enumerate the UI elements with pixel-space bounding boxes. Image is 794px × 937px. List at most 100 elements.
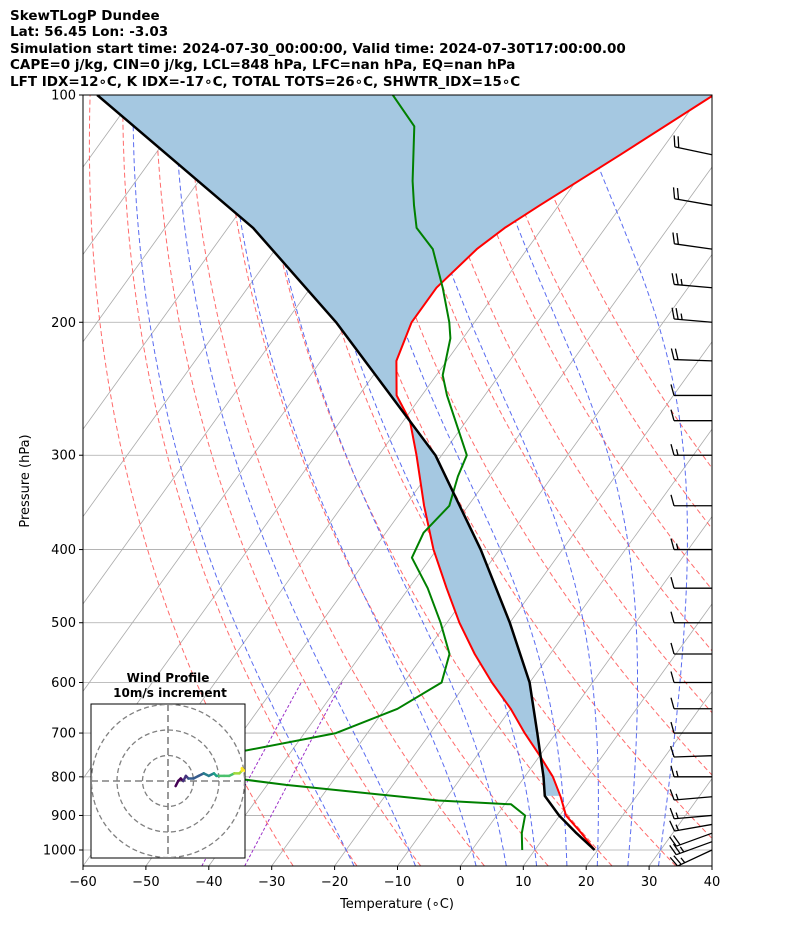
wind-barb (669, 789, 713, 801)
wind-barb (670, 577, 712, 589)
title-line-cape: CAPE=0 j/kg, CIN=0 j/kg, LCL=848 hPa, LF… (10, 57, 516, 74)
hodograph-ring (91, 704, 245, 858)
y-tick-label: 500 (51, 616, 76, 631)
wind-barb (670, 538, 712, 551)
dry-adiabat-line (122, 95, 358, 866)
isotherm-line (711, 865, 712, 866)
y-tick-label: 800 (51, 770, 76, 785)
hodograph-title: Wind Profile (127, 671, 210, 685)
dry-adiabat-line (513, 95, 712, 469)
dry-adiabat-line (88, 95, 294, 866)
hodograph-trace-segment (240, 767, 245, 773)
moist-adiabat-line (174, 110, 416, 866)
x-tick-label: −20 (321, 875, 348, 890)
wind-barb (670, 721, 712, 734)
wind-barb (670, 765, 712, 778)
dry-adiabat-line (317, 95, 712, 840)
x-axis-label: Temperature (∘C) (339, 897, 454, 912)
isotherm-line (460, 515, 712, 866)
wind-barb (671, 273, 713, 289)
cin-shaded-area (97, 95, 712, 796)
hodograph-subtitle: 10m/s increment (113, 686, 227, 700)
wind-barb (669, 841, 713, 856)
isotherm-line (585, 690, 712, 866)
wind-barb (670, 697, 712, 710)
wind-barb (669, 832, 713, 847)
isotherm-line (522, 603, 712, 866)
x-tick-label: 40 (704, 875, 721, 890)
x-tick-label: 10 (515, 875, 532, 890)
dry-adiabat-line (448, 95, 712, 591)
dewpoint-profile-line (171, 95, 527, 851)
isotherm-line (271, 253, 712, 866)
sounding-profiles (96, 95, 712, 851)
isotherm-line (397, 428, 712, 866)
isotherm-line (83, 95, 324, 430)
wind-barb (669, 849, 713, 867)
moist-adiabat-line (476, 110, 638, 866)
dry-adiabat-line (480, 95, 712, 530)
x-tick-label: 30 (641, 875, 658, 890)
wind-barb (670, 444, 712, 456)
dry-adiabat-line (383, 95, 712, 714)
wind-barb (670, 671, 712, 684)
wind-barb (672, 187, 713, 206)
x-tick-label: −30 (258, 875, 285, 890)
isotherm-line (0, 95, 72, 866)
wind-barb (673, 135, 713, 156)
x-tick-label: 0 (456, 875, 464, 890)
wind-barb (670, 642, 712, 655)
wind-barb (672, 232, 713, 250)
wind-barb (669, 820, 713, 832)
parcel-profile-line (96, 95, 596, 851)
moist-adiabat-line (342, 110, 568, 866)
mixing-ratio-line (244, 682, 343, 866)
moist-adiabat-line (576, 110, 688, 866)
wind-barb (669, 807, 713, 820)
title-line-indices: LFT IDX=12∘C, K IDX=-17∘C, TOTAL TOTS=26… (10, 73, 521, 90)
isotherm-line (334, 341, 712, 866)
y-tick-label: 900 (51, 809, 76, 824)
dry-adiabat-line (252, 95, 613, 866)
y-tick-label: 700 (51, 727, 76, 742)
y-tick-label: 100 (51, 89, 76, 104)
y-tick-label: 600 (51, 676, 76, 691)
x-tick-label: −10 (384, 875, 411, 890)
y-tick-label: 300 (51, 449, 76, 464)
wind-barb (671, 307, 713, 323)
dry-adiabat-line (350, 95, 712, 776)
moist-adiabat-line (132, 110, 355, 866)
temperature-profile-line (395, 95, 712, 851)
y-axis-label: Pressure (hPa) (18, 434, 33, 527)
moist-adiabat-line (296, 110, 538, 866)
x-tick-label: −40 (195, 875, 222, 890)
x-tick-label: 20 (578, 875, 595, 890)
x-tick-label: −60 (69, 875, 96, 890)
wind-barb (670, 494, 712, 507)
isotherm-line (83, 95, 199, 256)
wind-barb (670, 348, 713, 362)
x-tick-label: −50 (132, 875, 159, 890)
y-tick-label: 400 (51, 543, 76, 558)
wind-barb (670, 384, 712, 397)
chart-header: SkewTLogP Dundee Lat: 56.45 Lon: -3.03 S… (10, 8, 626, 90)
title-line-times: Simulation start time: 2024-07-30_00:00:… (10, 40, 626, 57)
y-tick-label: 200 (51, 316, 76, 331)
wind-barb (670, 409, 712, 422)
isotherm-line (208, 166, 712, 866)
y-tick-label: 1000 (43, 844, 76, 859)
moist-adiabat-line (401, 110, 599, 866)
moist-adiabat-line (226, 110, 477, 866)
isotherm-line (648, 777, 712, 866)
title-line-station: SkewTLogP Dundee (10, 8, 160, 24)
title-line-location: Lat: 56.45 Lon: -3.03 (10, 24, 169, 41)
wind-barbs (669, 135, 713, 867)
dry-adiabat-line (220, 95, 549, 866)
isotherm-line (83, 95, 262, 343)
dry-adiabat-line (154, 95, 422, 866)
dry-adiabat-line (187, 95, 485, 866)
moist-adiabat-line (258, 110, 507, 866)
